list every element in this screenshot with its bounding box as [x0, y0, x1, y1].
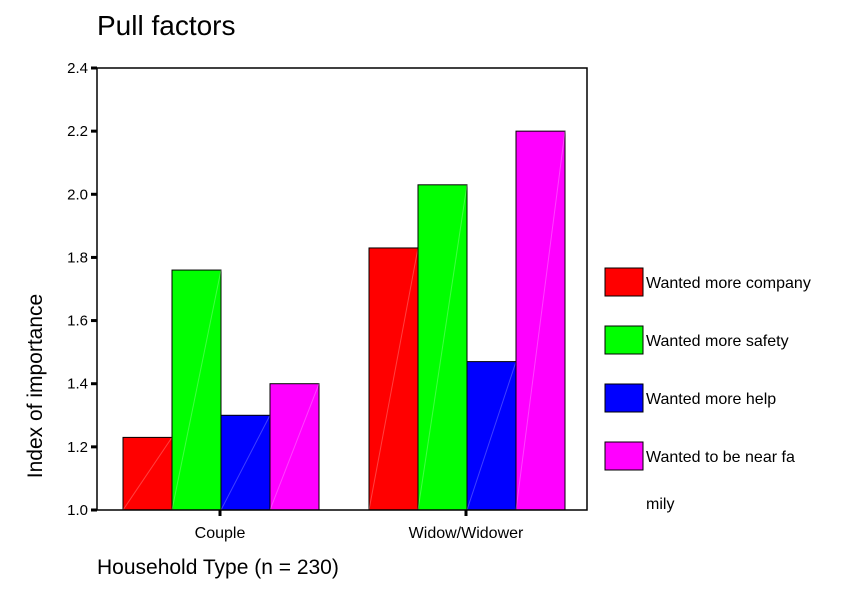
legend-swatch — [604, 325, 644, 355]
legend-item: Wanted more safety — [604, 325, 789, 355]
y-tick-label: 1.8 — [67, 249, 88, 266]
bar-widow-widower-2 — [466, 361, 517, 511]
legend-item: Wanted to be near fa mily — [604, 441, 795, 513]
bar-couple-1 — [171, 269, 222, 511]
bar-widow-widower-0 — [368, 247, 419, 511]
bar-widow-widower-1 — [417, 184, 468, 511]
bar-couple-3 — [269, 383, 320, 511]
legend-swatch — [604, 267, 644, 297]
y-axis-title: Index of importance — [24, 294, 47, 478]
legend-label: Wanted to be near fa — [646, 449, 795, 466]
chart-title: Pull factors — [97, 10, 236, 41]
legend-label: Wanted more help — [646, 391, 776, 408]
x-tick-label: Couple — [195, 525, 246, 542]
bar-couple-0 — [122, 436, 173, 511]
legend-item: Wanted more company — [604, 267, 811, 297]
x-axis-title: Household Type (n = 230) — [97, 556, 339, 579]
bar-couple-2 — [220, 414, 271, 511]
legend: Wanted more company Wanted more safety Wan… — [604, 267, 811, 513]
y-tick-label: 2.4 — [67, 60, 88, 77]
bar-widow-widower-3 — [515, 130, 566, 511]
x-tick-label: Widow/Widower — [409, 525, 524, 542]
y-tick-label: 1.0 — [67, 502, 88, 519]
plot-area: 1.0 1.2 1.4 1.6 1.8 2.0 2.2 2.4 Couple Widow/Wido… — [67, 60, 588, 542]
y-tick-label: 2.0 — [67, 186, 88, 203]
y-tick-label: 2.2 — [67, 123, 88, 140]
legend-label: mily — [646, 496, 674, 513]
legend-label: Wanted more safety — [646, 333, 789, 350]
y-tick-label: 1.6 — [67, 313, 88, 330]
legend-swatch — [604, 441, 644, 471]
y-tick-label: 1.4 — [67, 376, 88, 393]
plot-frame — [96, 67, 588, 511]
legend-label: Wanted more company — [646, 275, 811, 292]
legend-swatch — [604, 383, 644, 413]
legend-item: Wanted more help — [604, 383, 776, 413]
y-tick-label: 1.2 — [67, 439, 88, 456]
